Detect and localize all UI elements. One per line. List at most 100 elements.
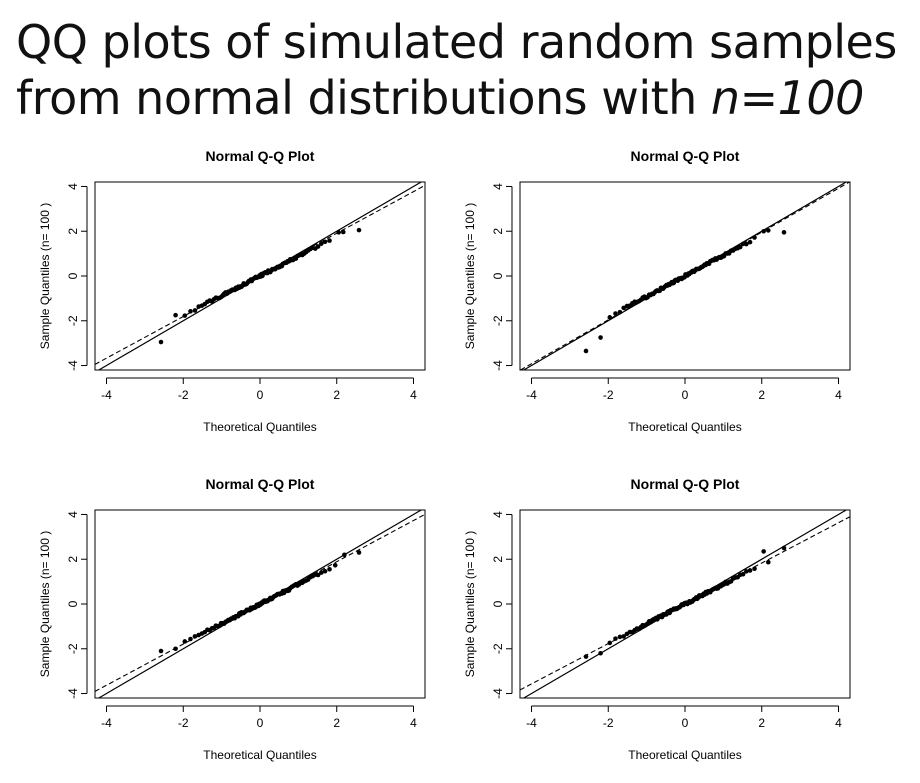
slide-title-line-2: from normal distributions with n=100 — [16, 70, 897, 126]
plot-frame — [94, 509, 426, 699]
x-tick-label: -2 — [603, 388, 614, 402]
data-point — [192, 634, 198, 639]
x-tick-label: 0 — [682, 716, 689, 730]
x-tick-label: 4 — [410, 716, 417, 730]
data-point — [765, 559, 771, 565]
x-axis-label: Theoretical Quantiles — [203, 748, 316, 762]
x-axis-label: Theoretical Quantiles — [203, 420, 316, 434]
x-tick-label: -4 — [101, 716, 112, 730]
data-point — [342, 552, 347, 558]
data-point — [752, 566, 757, 572]
data-point — [356, 227, 362, 233]
data-point — [340, 229, 346, 235]
data-point — [744, 241, 749, 247]
plot-title: Normal Q-Q Plot — [631, 148, 740, 164]
y-tick-label: 2 — [66, 228, 80, 235]
data-point — [319, 570, 324, 575]
data-point — [737, 244, 743, 250]
slide-title-line-1: QQ plots of simulated random samples — [16, 15, 897, 69]
data-point — [607, 315, 613, 320]
data-point — [322, 568, 328, 574]
y-tick-label: -2 — [66, 643, 80, 654]
x-tick-label: 0 — [682, 388, 689, 402]
x-axis-label: Theoretical Quantiles — [628, 748, 741, 762]
plot-frame — [519, 181, 851, 371]
plot-frame — [94, 181, 426, 371]
y-axis-label: Sample Quantiles (n= 100 ) — [463, 531, 477, 677]
x-tick-label: -4 — [101, 388, 112, 402]
y-tick-label: -4 — [491, 688, 505, 699]
y-axis-label: Sample Quantiles (n= 100 ) — [463, 203, 477, 349]
y-tick-label: -4 — [66, 688, 80, 699]
data-point — [752, 235, 757, 240]
data-point — [583, 348, 589, 354]
data-point — [781, 545, 787, 551]
x-tick-label: -2 — [178, 388, 189, 402]
plot-frame — [519, 509, 851, 699]
y-tick-label: 2 — [491, 556, 505, 563]
data-point — [182, 639, 188, 644]
data-point — [781, 230, 787, 235]
y-tick-label: -2 — [491, 643, 505, 654]
data-point — [607, 640, 613, 646]
y-tick-label: 4 — [491, 183, 505, 190]
plot-title: Normal Q-Q Plot — [206, 148, 315, 164]
slide-title: QQ plots of simulated random samples fro… — [16, 14, 897, 126]
data-point — [617, 309, 623, 315]
qq-plot-1: Normal Q-Q Plot -4 -2 0 2 4 -4 -2 0 2 4 Theoretical… — [38, 148, 426, 434]
x-axis-label: Theoretical Quantiles — [628, 420, 741, 434]
data-point — [336, 230, 341, 235]
y-tick-label: 4 — [66, 511, 80, 518]
data-point — [173, 646, 178, 652]
data-point — [188, 636, 193, 642]
data-point — [173, 312, 178, 318]
data-point — [322, 239, 328, 245]
data-point — [327, 238, 332, 243]
plot-title: Normal Q-Q Plot — [206, 476, 315, 492]
slide-title-sample-size: n=100 — [710, 71, 865, 125]
x-tick-label: 2 — [333, 716, 340, 730]
data-point — [740, 571, 746, 577]
data-point — [182, 313, 188, 318]
data-point — [327, 566, 332, 572]
y-axis-label: Sample Quantiles (n= 100 ) — [38, 531, 52, 677]
x-tick-label: 2 — [758, 388, 765, 402]
qq-plot-4: Normal Q-Q Plot -4 -2 0 2 4 -4 -2 0 2 4 Theoretical… — [463, 476, 851, 762]
data-point — [747, 239, 753, 245]
y-tick-label: -4 — [66, 360, 80, 371]
data-point — [613, 311, 618, 316]
data-point — [598, 335, 603, 340]
x-tick-label: 4 — [835, 716, 842, 730]
data-point — [765, 228, 771, 233]
x-tick-label: 2 — [758, 716, 765, 730]
data-point — [613, 636, 618, 641]
data-point — [583, 654, 589, 659]
x-tick-label: -2 — [178, 716, 189, 730]
data-point — [744, 569, 749, 574]
y-tick-label: 4 — [491, 511, 505, 518]
x-tick-label: 4 — [410, 388, 417, 402]
slide-title-line-2-text: from normal distributions with — [16, 71, 711, 125]
data-point — [319, 241, 324, 246]
data-point — [617, 634, 623, 640]
plot-title: Normal Q-Q Plot — [631, 476, 740, 492]
y-tick-label: 2 — [66, 556, 80, 563]
y-tick-label: -2 — [66, 315, 80, 326]
x-tick-label: 4 — [835, 388, 842, 402]
x-tick-label: 2 — [333, 388, 340, 402]
y-tick-label: -2 — [491, 315, 505, 326]
x-tick-label: 0 — [257, 388, 264, 402]
data-point — [158, 339, 164, 345]
data-point — [598, 650, 603, 656]
reference-line-dashed — [520, 181, 850, 371]
qq-plot-3: Normal Q-Q Plot -4 -2 0 2 4 -4 -2 0 2 4 Theoretical… — [38, 476, 426, 762]
y-tick-label: 4 — [66, 183, 80, 190]
y-tick-label: 0 — [66, 272, 80, 279]
y-tick-label: 0 — [491, 600, 505, 607]
data-point — [158, 648, 164, 654]
y-tick-label: 0 — [66, 600, 80, 607]
data-point — [621, 634, 626, 639]
x-tick-label: -4 — [526, 716, 537, 730]
data-point — [192, 308, 198, 313]
